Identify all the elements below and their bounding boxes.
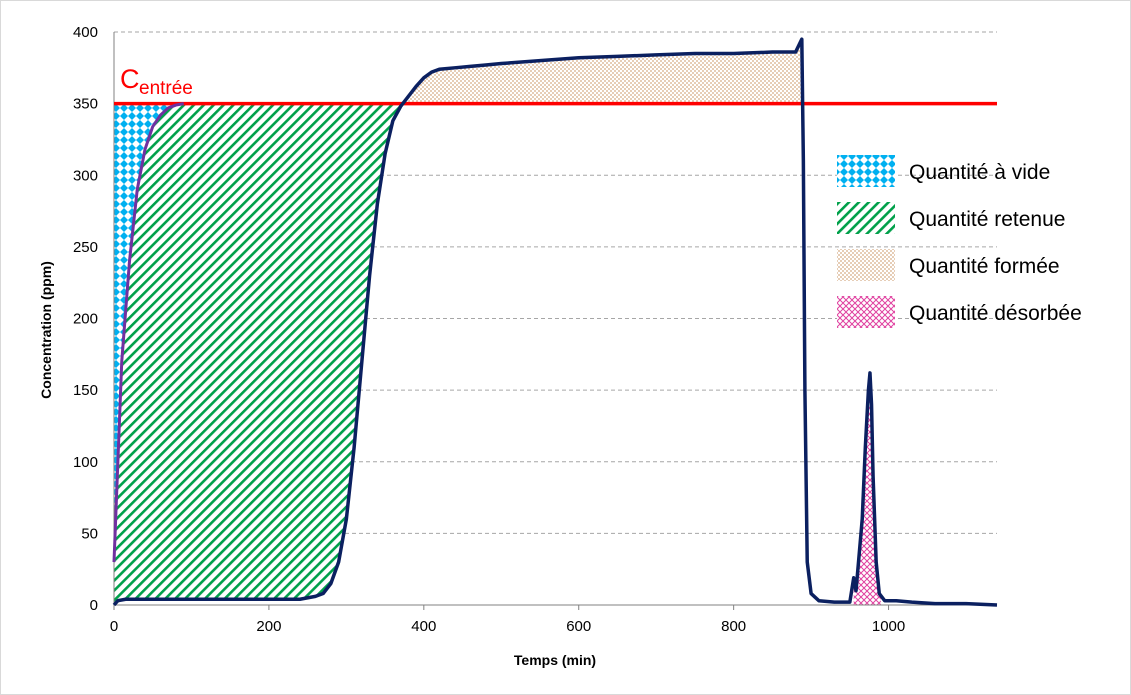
area-retained: [114, 103, 409, 605]
legend-swatch: [837, 296, 895, 328]
legend-swatch: [837, 249, 895, 281]
x-tick-label: 200: [256, 618, 281, 635]
legend-swatch: [837, 202, 895, 234]
series-measured-line: [112, 37, 998, 607]
y-tick-label: 350: [73, 96, 98, 113]
shaded-areas: [114, 40, 881, 605]
x-axis-title: Temps (min): [514, 652, 596, 668]
x-tick-label: 600: [566, 618, 591, 635]
x-tick-label: 400: [411, 618, 436, 635]
axes: 0 50 100 150 200 250 300 350 400 0 200 400 600 800 100…: [73, 24, 997, 635]
legend-label: Quantité retenue: [909, 208, 1065, 231]
reference-label-sub: entrée: [139, 78, 193, 99]
y-tick-label: 400: [73, 24, 98, 41]
reference-label-main: C: [120, 64, 140, 94]
series-lines: [112, 37, 998, 607]
x-tick-label: 800: [721, 618, 746, 635]
y-tick-label: 150: [73, 382, 98, 399]
y-tick-label: 300: [73, 167, 98, 184]
x-tick-label: 1000: [872, 618, 905, 635]
y-tick-label: 50: [81, 525, 98, 542]
series-empty-reactor-line: [112, 102, 184, 563]
y-tick-label: 100: [73, 454, 98, 471]
y-tick-label: 250: [73, 239, 98, 256]
reference-line-label: C entrée: [120, 64, 193, 99]
legend-swatch: [837, 155, 895, 187]
area-formed: [408, 40, 804, 104]
x-tick-label: 0: [110, 618, 118, 635]
legend-label: Quantité désorbée: [909, 302, 1082, 325]
y-tick-label: 200: [73, 311, 98, 328]
legend-label: Quantité formée: [909, 255, 1060, 278]
y-tick-label: 0: [90, 597, 98, 614]
legend: Quantité à vide Quantité retenue Quantité …: [837, 155, 1082, 328]
y-axis-title: Concentration (ppm): [38, 261, 54, 399]
legend-label: Quantité à vide: [909, 161, 1050, 184]
area-empty-reactor: [114, 103, 184, 563]
